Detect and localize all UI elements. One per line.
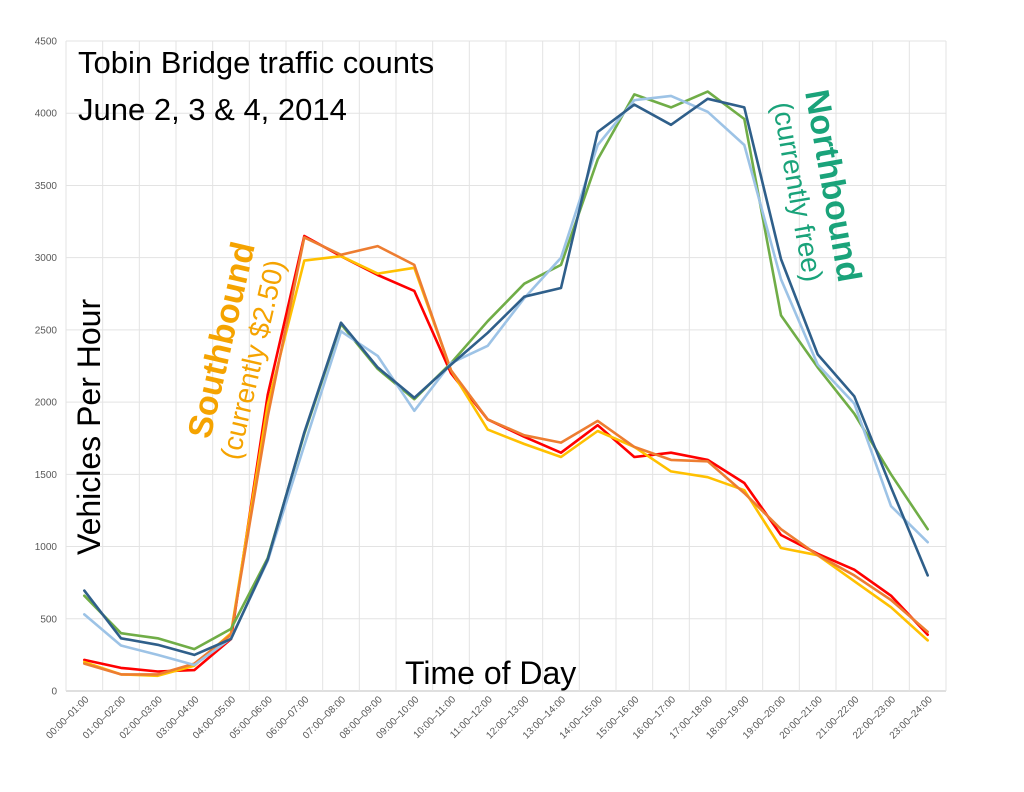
y-tick-label: 2500 <box>35 325 58 336</box>
y-tick-label: 0 <box>51 687 57 698</box>
y-tick-label: 3500 <box>35 181 58 192</box>
series-line-4 <box>83 90 930 651</box>
y-tick-label: 4000 <box>35 109 58 120</box>
y-tick-label: 500 <box>40 614 57 625</box>
x-axis-title: Time of Day <box>405 655 576 691</box>
y-axis-title: Vehicles Per Hour <box>71 299 107 555</box>
series-line-3 <box>83 236 930 676</box>
chart-title-line1: Tobin Bridge traffic counts <box>78 45 434 80</box>
chart-title-line2: June 2, 3 & 4, 2014 <box>78 92 347 127</box>
y-tick-label: 1000 <box>35 542 58 553</box>
y-tick-label: 3000 <box>35 253 58 264</box>
y-tick-labels: 0 500 1000 1500 2000 2500 3000 3500 4000 4500 <box>35 37 58 698</box>
series-line-6 <box>83 97 930 657</box>
series-lines <box>83 90 930 678</box>
gridlines <box>65 40 947 692</box>
y-tick-label: 4500 <box>35 37 58 48</box>
y-tick-label: 2000 <box>35 398 58 409</box>
y-tick-label: 1500 <box>35 470 58 481</box>
